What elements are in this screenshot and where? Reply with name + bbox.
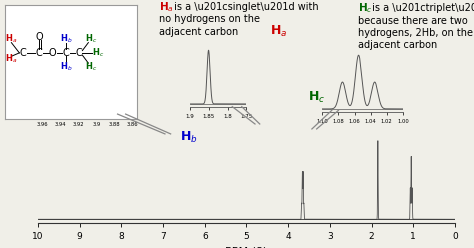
Text: is a \u201csinglet\u201d with: is a \u201csinglet\u201d with bbox=[171, 2, 318, 12]
Text: H$_a$: H$_a$ bbox=[5, 33, 18, 45]
Text: adjacent carbon: adjacent carbon bbox=[358, 40, 437, 50]
Text: O: O bbox=[49, 48, 56, 58]
Text: H$_c$: H$_c$ bbox=[85, 33, 97, 45]
Text: no hydrogens on the: no hydrogens on the bbox=[159, 14, 260, 24]
Text: H$_a$: H$_a$ bbox=[270, 24, 288, 39]
Text: O: O bbox=[36, 32, 43, 42]
Text: H$_c$: H$_c$ bbox=[85, 60, 97, 73]
Text: H$_b$: H$_b$ bbox=[60, 33, 72, 45]
Text: C: C bbox=[76, 48, 82, 58]
Text: adjacent carbon: adjacent carbon bbox=[159, 27, 238, 37]
Text: because there are two: because there are two bbox=[358, 16, 468, 26]
Text: hydrogens, 2Hb, on the: hydrogens, 2Hb, on the bbox=[358, 28, 473, 38]
Text: H$_a$: H$_a$ bbox=[5, 52, 18, 65]
Text: C: C bbox=[36, 48, 43, 58]
Text: H$_c$: H$_c$ bbox=[358, 1, 373, 15]
X-axis label: PPM (δ): PPM (δ) bbox=[226, 247, 267, 248]
Text: H$_b$: H$_b$ bbox=[60, 60, 72, 73]
Text: is a \u201ctriplet\u201d: is a \u201ctriplet\u201d bbox=[369, 3, 474, 13]
Text: H$_c$: H$_c$ bbox=[91, 47, 104, 59]
Text: H$_c$: H$_c$ bbox=[308, 90, 325, 105]
Text: C: C bbox=[20, 48, 27, 58]
Text: H$_a$: H$_a$ bbox=[159, 0, 173, 14]
Text: C: C bbox=[63, 48, 69, 58]
Text: H$_b$: H$_b$ bbox=[180, 130, 198, 146]
